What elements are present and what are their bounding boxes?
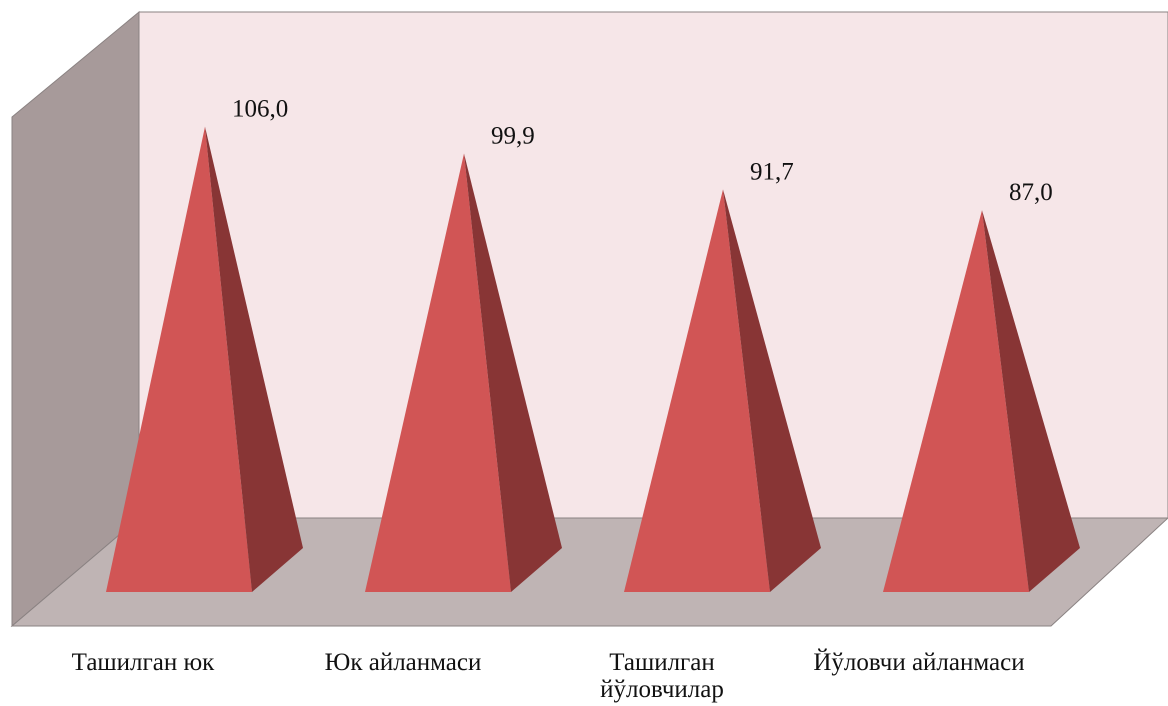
data-label-1: 106,0 bbox=[232, 96, 288, 123]
category-label-3: Ташилган йўловчилар bbox=[600, 649, 724, 703]
pyramid-side-3 bbox=[723, 189, 821, 592]
pyramid-side-2 bbox=[464, 153, 562, 592]
chart-marks bbox=[106, 126, 1080, 592]
category-label-2: Юк айланмаси bbox=[325, 649, 482, 676]
pyramid-front-1 bbox=[106, 126, 252, 592]
data-label-2: 99,9 bbox=[491, 122, 535, 149]
pyramid-side-4 bbox=[982, 210, 1080, 592]
data-label-3: 91,7 bbox=[750, 158, 794, 185]
chart-labels: 106,0 Ташилган юк 99,9 Юк айланмаси 91,7 Таши… bbox=[72, 96, 1053, 703]
pyramid-front-3 bbox=[624, 189, 770, 592]
category-label-4: Йўловчи айланмаси bbox=[813, 648, 1024, 676]
pyramid-side-1 bbox=[205, 126, 303, 592]
category-label-1: Ташилган юк bbox=[72, 649, 216, 676]
pyramid-front-4 bbox=[883, 210, 1029, 592]
data-label-4: 87,0 bbox=[1009, 179, 1053, 206]
pyramid-front-2 bbox=[365, 153, 511, 592]
